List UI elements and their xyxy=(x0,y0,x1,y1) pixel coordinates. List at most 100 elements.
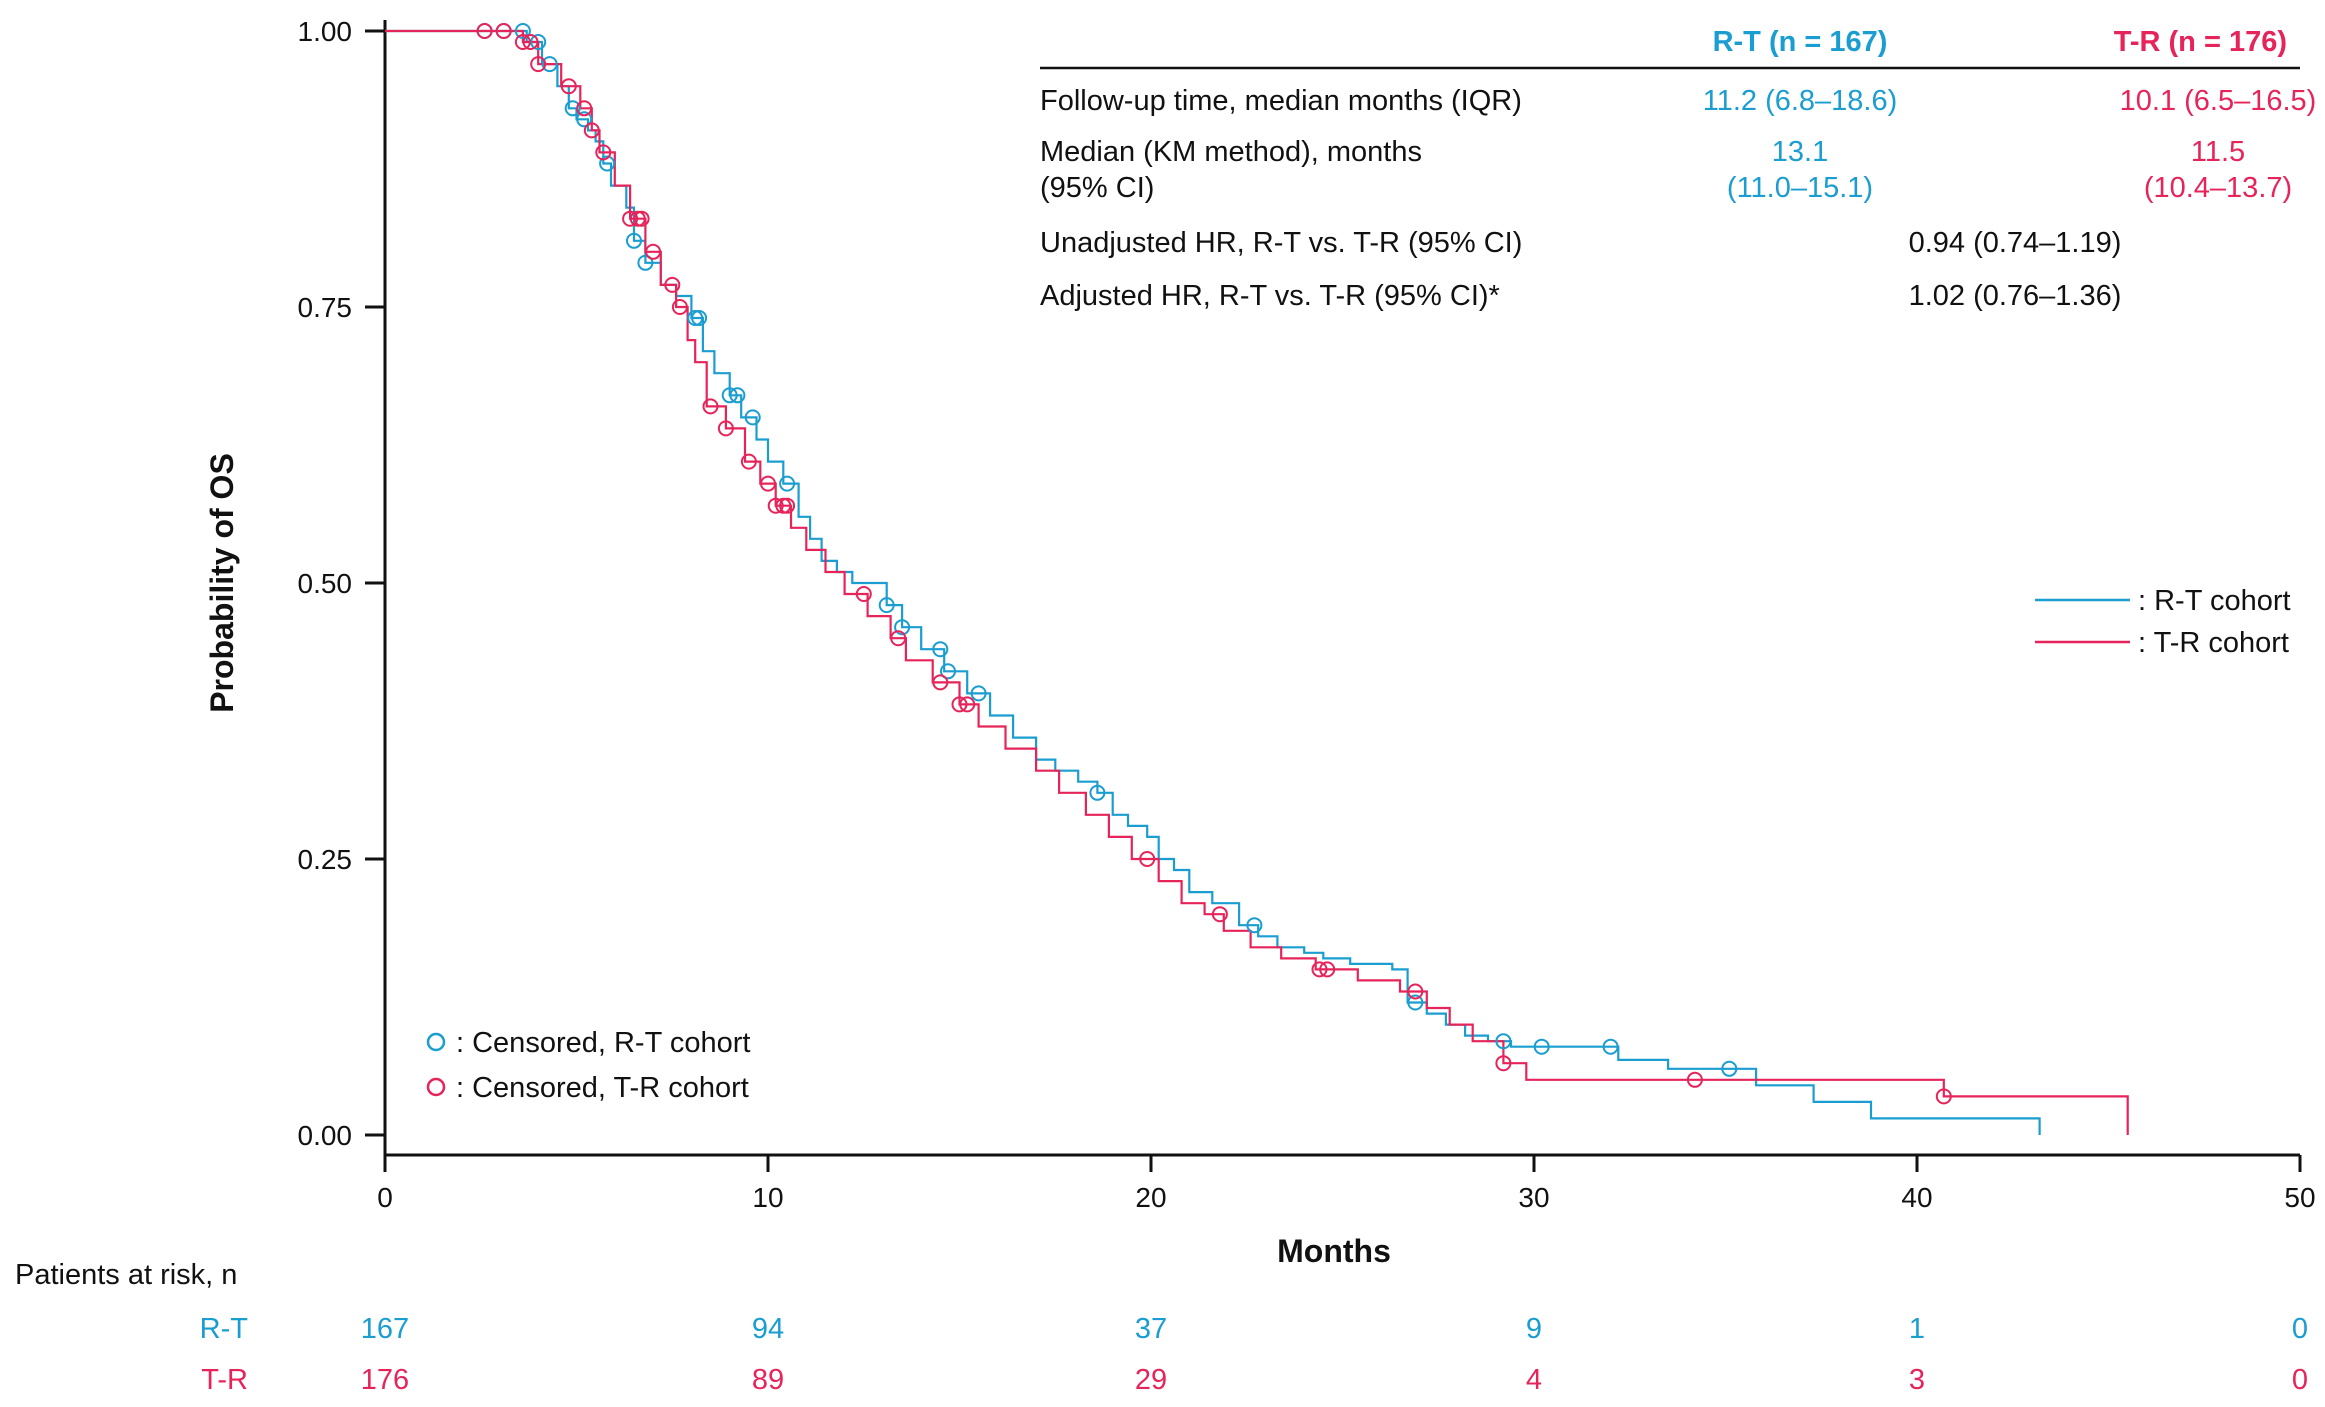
risk-tr-value: 89 xyxy=(752,1364,784,1396)
median-rt-1: 13.1 xyxy=(1772,136,1828,168)
censor-mark-rt xyxy=(1246,917,1263,934)
adjusted-hr-value: 1.02 (0.76–1.36) xyxy=(1909,280,2122,312)
followup-rt: 11.2 (6.8–18.6) xyxy=(1703,85,1898,117)
censor-mark-tr xyxy=(779,497,796,514)
censor-mark-tr xyxy=(633,210,650,227)
censor-mark-tr xyxy=(959,696,976,713)
median-tr-1: 11.5 xyxy=(2191,136,2245,168)
risk-tr-value: 176 xyxy=(361,1364,409,1396)
censor-mark-rt xyxy=(744,409,761,426)
median-rt-2: (11.0–15.1) xyxy=(1727,172,1873,204)
censor-mark-tr xyxy=(476,23,493,39)
censor-mark-tr xyxy=(740,453,757,470)
legend-rt-label: : R-T cohort xyxy=(2138,585,2291,617)
censor-mark-rt xyxy=(894,619,911,636)
x-axis: 0 10 20 30 40 50 Months xyxy=(377,1153,2316,1269)
x-tick-label: 30 xyxy=(1518,1182,1549,1213)
censor-mark-rt xyxy=(1602,1038,1619,1055)
risk-table-title: Patients at risk, n xyxy=(15,1259,237,1291)
censor-marks xyxy=(476,23,1952,1105)
legend-tr-label: : T-R cohort xyxy=(2138,627,2289,659)
censor-mark-tr xyxy=(645,243,662,260)
risk-rt-value: 94 xyxy=(752,1313,784,1345)
followup-label: Follow-up time, median months (IQR) xyxy=(1040,85,1522,117)
censor-mark-tr xyxy=(1935,1088,1952,1105)
summary-header-rt: R-T (n = 167) xyxy=(1713,26,1888,58)
censor-mark-rt xyxy=(564,100,581,117)
median-label-2: (95% CI) xyxy=(1040,172,1154,204)
risk-rt-value: 1 xyxy=(1909,1313,1925,1345)
x-tick-label: 0 xyxy=(377,1182,393,1213)
censor-mark-rt xyxy=(691,310,708,326)
y-tick-label: 0.75 xyxy=(298,292,353,323)
y-tick-label: 1.00 xyxy=(298,16,353,47)
x-tick-label: 50 xyxy=(2284,1182,2315,1213)
adjusted-hr-label: Adjusted HR, R-T vs. T-R (95% CI)* xyxy=(1040,280,1500,312)
y-axis-title: Probability of OS xyxy=(204,453,240,713)
risk-rt-value: 167 xyxy=(361,1313,409,1345)
censor-mark-tr xyxy=(890,630,907,647)
censor-mark-tr xyxy=(951,696,968,713)
risk-tr-value: 29 xyxy=(1135,1364,1167,1396)
y-tick-label: 0.50 xyxy=(298,568,353,599)
series-line-rt xyxy=(385,29,2041,1135)
censor-mark-rt xyxy=(626,232,642,249)
censor-mark-tr xyxy=(595,144,612,161)
censor-mark-tr xyxy=(671,299,688,315)
median-label-1: Median (KM method), months xyxy=(1040,136,1422,168)
legend-censor-rt-label: : Censored, R-T cohort xyxy=(456,1027,750,1059)
censor-mark-rt xyxy=(729,387,746,404)
x-tick-label: 40 xyxy=(1901,1182,1932,1213)
unadjusted-hr-value: 0.94 (0.74–1.19) xyxy=(1909,227,2122,259)
censor-mark-tr xyxy=(514,34,531,50)
survival-curves xyxy=(385,29,2129,1135)
censor-mark-rt xyxy=(1721,1060,1738,1077)
censor-mark-tr xyxy=(530,56,547,73)
censor-mark-tr xyxy=(560,78,577,95)
censor-mark-rt xyxy=(576,111,593,128)
unadjusted-hr-label: Unadjusted HR, R-T vs. T-R (95% CI) xyxy=(1040,227,1522,259)
risk-rt-label: R-T xyxy=(200,1313,249,1345)
censor-legend: : Censored, R-T cohort : Censored, T-R c… xyxy=(426,1027,750,1104)
line-legend: : R-T cohort : T-R cohort xyxy=(2035,585,2291,659)
censor-mark-rt xyxy=(970,685,987,702)
censor-mark-tr xyxy=(717,420,734,437)
censor-mark-rt xyxy=(599,155,616,172)
censor-mark-rt xyxy=(1089,784,1106,801)
censor-mark-tr xyxy=(495,23,512,39)
censor-mark-rt xyxy=(637,254,654,271)
risk-rt-value: 0 xyxy=(2292,1313,2308,1345)
series-line-tr xyxy=(385,29,2129,1135)
censor-mark-tr xyxy=(1139,851,1156,867)
risk-rt-value: 9 xyxy=(1526,1313,1542,1345)
y-tick-label: 0.00 xyxy=(298,1120,353,1151)
summary-header-tr: T-R (n = 176) xyxy=(2114,26,2287,58)
legend-censor-tr-icon xyxy=(426,1077,446,1097)
censor-mark-tr xyxy=(664,276,681,293)
risk-rt-value: 37 xyxy=(1135,1313,1167,1345)
followup-tr: 10.1 (6.5–16.5) xyxy=(2120,85,2317,117)
censor-mark-rt xyxy=(878,597,895,614)
risk-tr-label: T-R xyxy=(201,1364,248,1396)
censor-mark-rt xyxy=(932,641,949,658)
censor-mark-tr xyxy=(583,122,600,139)
x-axis-title: Months xyxy=(1277,1233,1391,1269)
median-tr-2: (10.4–13.7) xyxy=(2144,172,2292,204)
summary-table: R-T (n = 167) T-R (n = 176) Follow-up ti… xyxy=(1040,26,2316,312)
risk-table: Patients at risk, n R-T T-R 167 94 37 9 … xyxy=(15,1259,2308,1396)
risk-tr-value: 3 xyxy=(1909,1364,1925,1396)
censor-mark-rt xyxy=(541,56,558,73)
y-axis: 0.00 0.25 0.50 0.75 1.00 Probability of … xyxy=(204,16,387,1155)
censor-mark-tr xyxy=(622,210,639,227)
censor-mark-tr xyxy=(1495,1055,1512,1072)
censor-mark-tr xyxy=(522,34,539,50)
censor-mark-rt xyxy=(721,387,738,404)
legend-censor-tr-label: : Censored, T-R cohort xyxy=(456,1072,749,1104)
y-tick-label: 0.25 xyxy=(298,844,353,875)
censor-mark-rt xyxy=(687,310,704,326)
x-tick-label: 10 xyxy=(752,1182,783,1213)
risk-tr-value: 4 xyxy=(1526,1364,1542,1396)
censor-mark-tr xyxy=(855,586,872,602)
risk-tr-value: 0 xyxy=(2292,1364,2308,1396)
